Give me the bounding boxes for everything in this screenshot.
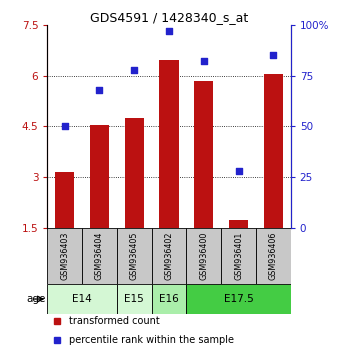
Bar <box>90 125 109 228</box>
Text: E14: E14 <box>72 294 92 304</box>
Bar <box>186 284 291 314</box>
Bar <box>186 228 221 284</box>
Bar <box>152 228 186 284</box>
Point <box>131 67 137 72</box>
Bar <box>264 74 283 228</box>
Bar <box>194 81 213 228</box>
Text: percentile rank within the sample: percentile rank within the sample <box>69 335 234 345</box>
Text: E17.5: E17.5 <box>224 294 254 304</box>
Point <box>97 87 102 93</box>
Bar <box>221 228 256 284</box>
Text: GSM936403: GSM936403 <box>60 232 69 280</box>
Bar <box>117 284 152 314</box>
Text: GSM936401: GSM936401 <box>234 232 243 280</box>
Text: GSM936404: GSM936404 <box>95 232 104 280</box>
Text: E15: E15 <box>124 294 144 304</box>
Text: GSM936400: GSM936400 <box>199 232 208 280</box>
Text: transformed count: transformed count <box>69 316 160 326</box>
Bar <box>160 61 178 228</box>
Text: GSM936405: GSM936405 <box>130 232 139 280</box>
Text: GSM936406: GSM936406 <box>269 232 278 280</box>
Text: age: age <box>26 294 46 304</box>
Bar <box>152 284 186 314</box>
Bar <box>82 228 117 284</box>
Bar <box>47 284 117 314</box>
Point <box>236 169 241 174</box>
Text: E16: E16 <box>159 294 179 304</box>
Title: GDS4591 / 1428340_s_at: GDS4591 / 1428340_s_at <box>90 11 248 24</box>
Point <box>62 124 67 129</box>
Point <box>166 28 172 34</box>
Bar <box>125 118 144 228</box>
Bar <box>55 172 74 228</box>
Bar <box>117 228 152 284</box>
Point <box>271 52 276 58</box>
Bar <box>47 228 82 284</box>
Bar <box>256 228 291 284</box>
Text: GSM936402: GSM936402 <box>165 232 173 280</box>
Bar <box>229 219 248 228</box>
Point <box>201 58 207 64</box>
